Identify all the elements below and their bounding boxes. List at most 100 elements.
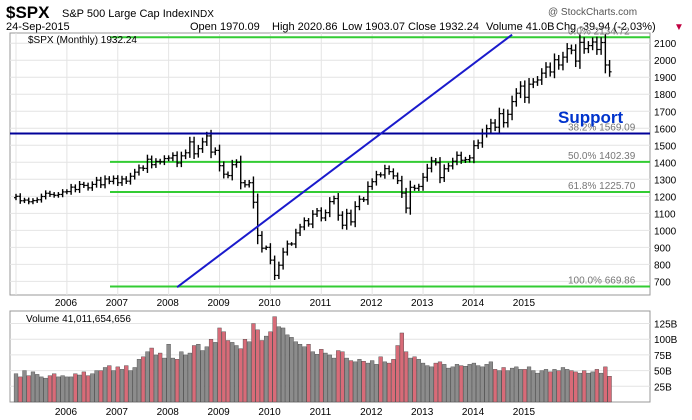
- volume-bar: [543, 369, 549, 403]
- symbol-title: $SPX: [6, 3, 50, 22]
- volume-bar: [281, 327, 286, 403]
- volume-bar: [522, 369, 527, 403]
- volume-bar: [573, 371, 578, 403]
- trend-overlay: [10, 33, 650, 288]
- volume-bar: [289, 337, 294, 403]
- fib-level-label: 50.0% 1402.39: [568, 151, 636, 162]
- volume-bar: [124, 365, 129, 403]
- price-tick-label: 2100: [654, 39, 677, 50]
- volume-time-axis: 2006 2007 2008 2009 2010 2011 2012 2013 2014 2015: [55, 407, 536, 418]
- volume-bar: [94, 370, 99, 403]
- volume-bar: [102, 367, 108, 403]
- volume-bar: [158, 352, 163, 403]
- year-tick-label: 2015: [513, 298, 536, 309]
- volume-bar: [234, 345, 239, 403]
- volume-bar: [255, 329, 260, 403]
- uptrend-line: [176, 33, 513, 288]
- volume-bar: [73, 373, 78, 403]
- volume-bar: [514, 366, 519, 403]
- volume-bar: [285, 334, 290, 403]
- volume-bar: [47, 375, 53, 403]
- volume-bar: [200, 350, 205, 403]
- price-tick-label: 900: [654, 243, 671, 254]
- volume-bar: [314, 354, 320, 403]
- volume-bar: [81, 371, 86, 403]
- volume-bar: [433, 362, 438, 403]
- volume-bar: [603, 366, 608, 403]
- volume-bar: [293, 341, 298, 403]
- year-tick-label: 2011: [310, 298, 332, 309]
- volume-value: Volume 41.0B: [486, 21, 555, 33]
- volume-bar: [348, 360, 354, 403]
- price-axis: 700 800 900 1000 1100 1200 1300 1400 1500 1600 170…: [654, 39, 677, 288]
- volume-bar: [493, 369, 498, 403]
- volume-bar: [412, 356, 417, 403]
- volume-bar: [336, 350, 341, 403]
- volume-bar: [403, 351, 409, 403]
- volume-bar: [353, 361, 358, 403]
- volume-bar: [52, 373, 57, 403]
- volume-axis: 25B 50B 75B 100B 125B: [654, 320, 678, 394]
- volume-bar: [340, 351, 345, 403]
- volume-bar: [196, 344, 201, 403]
- volume-bar: [420, 362, 426, 403]
- volume-bar: [90, 373, 95, 403]
- volume-bar: [459, 365, 464, 403]
- change-down-arrow-icon: ▼: [674, 22, 684, 33]
- volume-bar: [259, 340, 265, 403]
- volume-bar: [145, 351, 150, 403]
- volume-bar: [230, 342, 235, 403]
- stockcharts-watermark: @ StockCharts.com: [548, 7, 637, 18]
- volume-bar: [204, 346, 209, 403]
- volume-bar: [480, 366, 485, 403]
- volume-bar: [276, 326, 281, 403]
- price-tick-label: 2000: [654, 56, 677, 67]
- volume-bar: [221, 331, 226, 403]
- volume-bar: [586, 372, 591, 403]
- volume-bar: [582, 370, 587, 403]
- volume-bar: [467, 364, 472, 403]
- volume-bar: [391, 359, 396, 403]
- volume-bar: [463, 366, 468, 403]
- price-panel-frame: [9, 32, 651, 296]
- volume-tick-label: 50B: [654, 367, 672, 378]
- volume-bar: [518, 369, 523, 403]
- volume-bar: [323, 352, 328, 403]
- volume-bar: [599, 372, 604, 403]
- volume-bar: [378, 356, 383, 403]
- volume-year-tick-label: 2014: [462, 407, 485, 418]
- price-tick-label: 1100: [654, 209, 676, 220]
- volume-bar: [442, 364, 447, 403]
- volume-bar: [365, 362, 371, 403]
- volume-bar: [531, 370, 536, 403]
- volume-bar: [56, 376, 61, 403]
- price-time-axis: 2006 2007 2008 2009 2010 2011 2012 2013 2014 2015: [55, 298, 536, 309]
- fib-level-label: 61.8% 1225.70: [568, 181, 636, 192]
- volume-bar: [272, 316, 277, 403]
- volume-bar: [331, 357, 337, 403]
- volume-bar: [107, 365, 112, 403]
- volume-bar: [488, 361, 493, 403]
- volume-bar: [179, 351, 184, 403]
- volume-bar: [22, 370, 27, 403]
- volume-bar: [446, 367, 451, 403]
- year-tick-label: 2013: [411, 298, 434, 309]
- volume-year-tick-label: 2008: [157, 407, 180, 418]
- volume-bar: [128, 370, 133, 403]
- volume-bar: [13, 373, 19, 403]
- price-tick-label: 700: [654, 277, 671, 288]
- price-ohlc-bars: [14, 34, 612, 281]
- volume-bar: [607, 376, 612, 403]
- year-tick-label: 2007: [106, 298, 129, 309]
- low-value: Low 1903.07: [342, 21, 405, 33]
- volume-bar: [18, 376, 23, 403]
- price-tick-label: 1500: [654, 141, 677, 152]
- change-value: Chg -39.94 (-2.03%): [556, 21, 656, 33]
- volume-bar: [175, 359, 180, 403]
- volume-bar: [370, 360, 375, 403]
- high-value: High 2020.86: [272, 21, 337, 33]
- volume-bar: [183, 354, 188, 403]
- volume-bar: [268, 331, 273, 403]
- volume-bars: [13, 316, 612, 403]
- volume-bar: [429, 366, 434, 403]
